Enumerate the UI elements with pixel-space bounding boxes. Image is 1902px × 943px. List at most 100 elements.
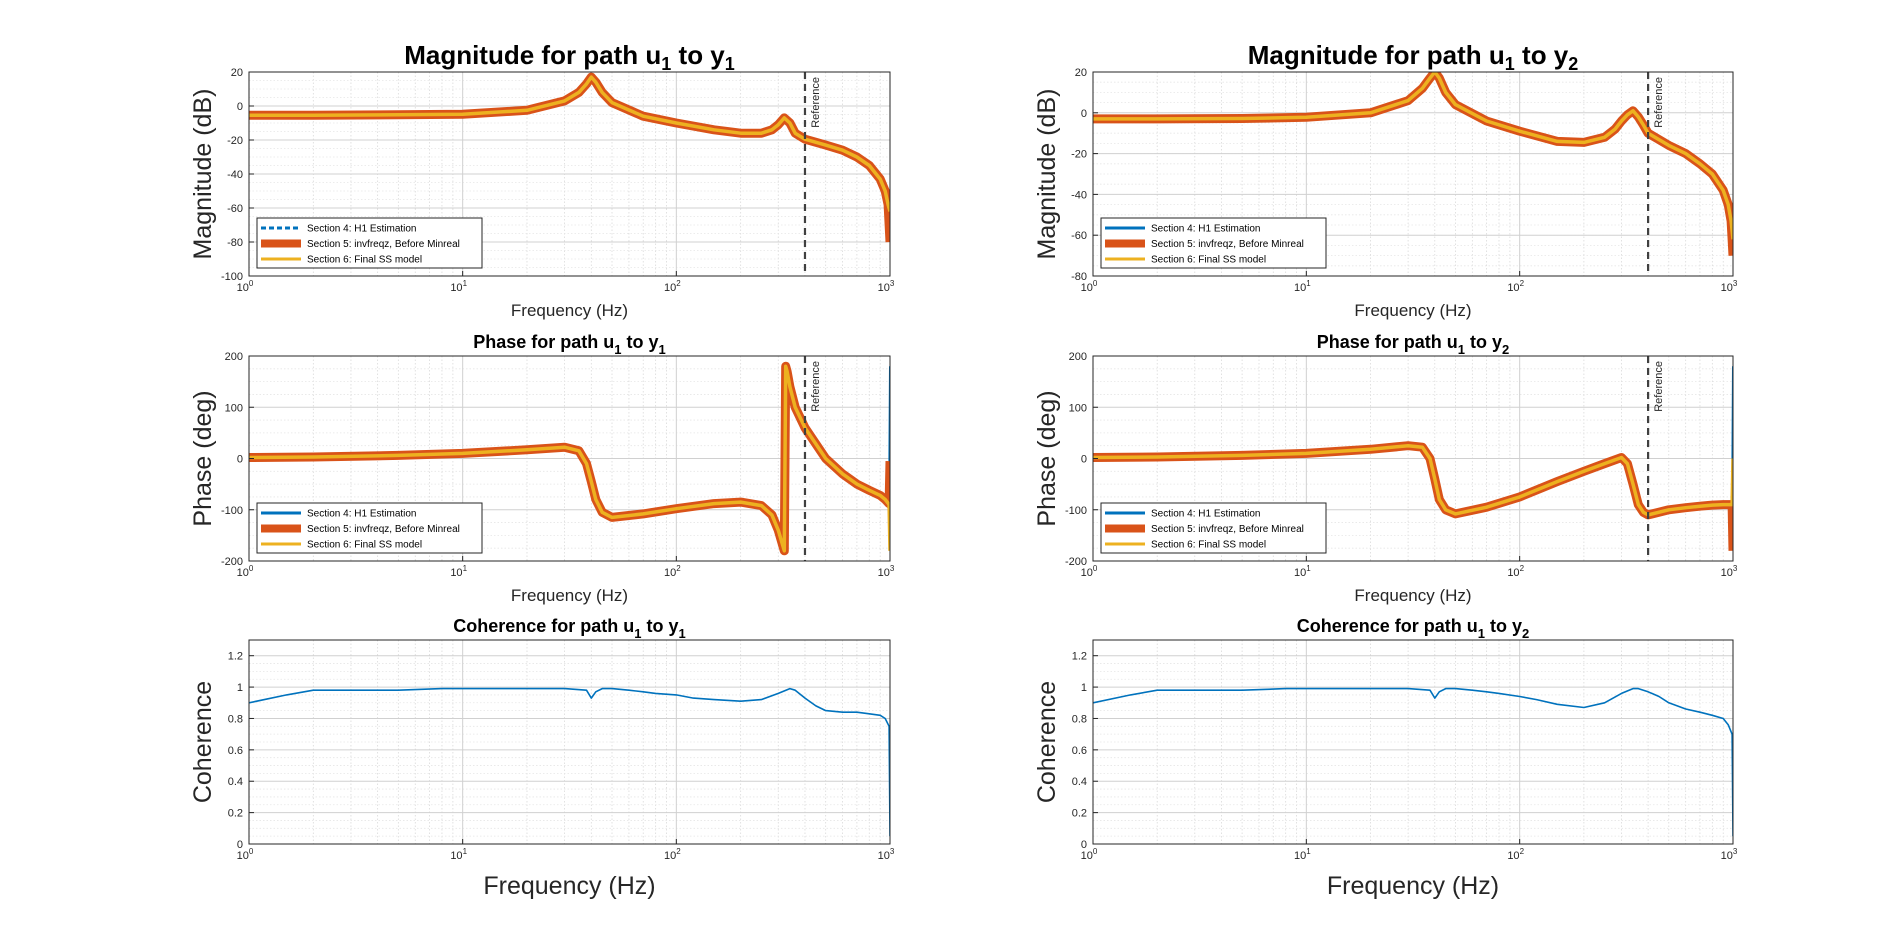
tick-exponent: 1 [463,847,468,856]
y-tick-label: 0.4 [1072,776,1087,788]
tick-base: 10 [237,850,249,862]
series-line [249,687,890,837]
y-tick-label: 0 [1081,839,1087,851]
title-part: to y [642,616,679,636]
axes-box [1092,71,1734,277]
tick-exponent: 1 [1306,847,1311,856]
tick-exponent: 3 [1733,564,1738,573]
x-tick-label: 103 [878,847,895,862]
chart-title: Phase for path u1 to y2 [1317,332,1510,357]
series-line [1093,443,1733,517]
y-tick-label: -60 [227,203,243,215]
y-tick-label: -40 [227,169,243,181]
x-tick-label: 102 [1507,847,1524,862]
title-part: Magnitude for path u [404,40,661,70]
axes-box [248,639,891,845]
x-tick-label: 101 [1294,847,1311,862]
x-tick-label: 102 [664,564,681,579]
x-tick-label: 103 [1721,564,1738,579]
axes-box [1092,639,1734,845]
x-axis-label: Frequency (Hz) [1354,301,1471,320]
y-tick-label: 200 [225,351,243,363]
series-group [1093,687,1733,837]
legend-entry: Section 4: H1 Estimation [307,224,417,235]
series-group [249,687,890,837]
legend-entry: Section 5: invfreqz, Before Minreal [1151,239,1304,250]
y-tick-label: 0 [237,454,243,466]
x-tick-label: 100 [237,564,254,579]
y-tick-label: -60 [1071,230,1087,242]
title-part: Coherence for path u [453,616,634,636]
y-tick-label: -20 [227,135,243,147]
x-axis-label: Frequency (Hz) [1327,872,1499,900]
tick-base: 10 [878,567,890,579]
y-axis-label: Magnitude (dB) [189,89,217,260]
x-tick-label: 101 [1294,564,1311,579]
legend-entry: Section 6: Final SS model [307,540,422,551]
tick-exponent: 2 [676,279,681,288]
y-tick-label: 0.2 [1072,808,1087,820]
tick-base: 10 [1721,567,1733,579]
title-part: 1 [1458,342,1465,357]
chart-title: Magnitude for path u1 to y2 [1248,40,1579,74]
legend: Section 4: H1 Estimation Section 5: invfr… [256,502,483,554]
y-axis-label: Phase (deg) [189,390,217,526]
y-tick-label: -40 [1071,189,1087,201]
x-axis-label: Frequency (Hz) [483,872,655,900]
tick-base: 10 [1507,282,1519,294]
tick-exponent: 0 [1093,564,1098,573]
chart-title: Coherence for path u1 to y1 [453,616,686,641]
chart-title: Coherence for path u1 to y2 [1297,616,1530,641]
title-part: 1 [659,342,666,357]
series-group [249,72,890,243]
legend-entry: Section 5: invfreqz, Before Minreal [307,239,460,250]
y-tick-label: -20 [1071,149,1087,161]
legend-entry: Section 4: H1 Estimation [307,509,417,520]
y-tick-label: 100 [1069,402,1087,414]
chart-title: Magnitude for path u1 to y1 [404,40,735,74]
x-tick-label: 101 [450,847,467,862]
tick-base: 10 [1507,567,1519,579]
tick-exponent: 1 [463,564,468,573]
tick-exponent: 0 [249,279,254,288]
series-line [249,364,890,553]
y-axis-label: Phase (deg) [1033,390,1061,526]
legend-entry: Section 6: Final SS model [307,255,422,266]
series-line [1093,72,1733,240]
title-part: 1 [661,54,671,74]
title-part: Coherence for path u [1297,616,1478,636]
y-tick-label: 0.6 [1072,745,1087,757]
y-tick-label: -100 [1065,505,1087,517]
tick-exponent: 3 [890,564,895,573]
x-tick-label: 101 [1294,279,1311,294]
x-axis-label: Frequency (Hz) [1354,586,1471,605]
tick-exponent: 2 [1520,847,1525,856]
tick-base: 10 [1294,850,1306,862]
legend-entry: Section 4: H1 Estimation [1151,224,1261,235]
x-tick-label: 102 [664,847,681,862]
y-axis-label: Magnitude (dB) [1033,89,1061,260]
x-tick-label: 100 [237,279,254,294]
tick-base: 10 [1081,567,1093,579]
y-tick-label: 0.6 [228,745,243,757]
title-part: to y [1485,616,1522,636]
x-tick-label: 102 [664,279,681,294]
reference-label: Reference [1653,361,1665,412]
tick-exponent: 1 [1306,279,1311,288]
legend: Section 4: H1 Estimation Section 5: invfr… [1100,217,1327,269]
title-part: 1 [614,342,621,357]
x-tick-label: 100 [1081,564,1098,579]
title-part: Magnitude for path u [1248,40,1505,70]
title-part: 1 [1478,626,1485,641]
y-tick-label: 0 [237,101,243,113]
y-tick-label: -200 [1065,556,1087,568]
tick-exponent: 3 [1733,279,1738,288]
title-part: 1 [1505,54,1515,74]
reference-label: Reference [810,77,822,128]
legend-entry: Section 6: Final SS model [1151,540,1266,551]
y-tick-label: -80 [227,237,243,249]
y-tick-label: -100 [221,505,243,517]
series-line [1093,687,1733,837]
